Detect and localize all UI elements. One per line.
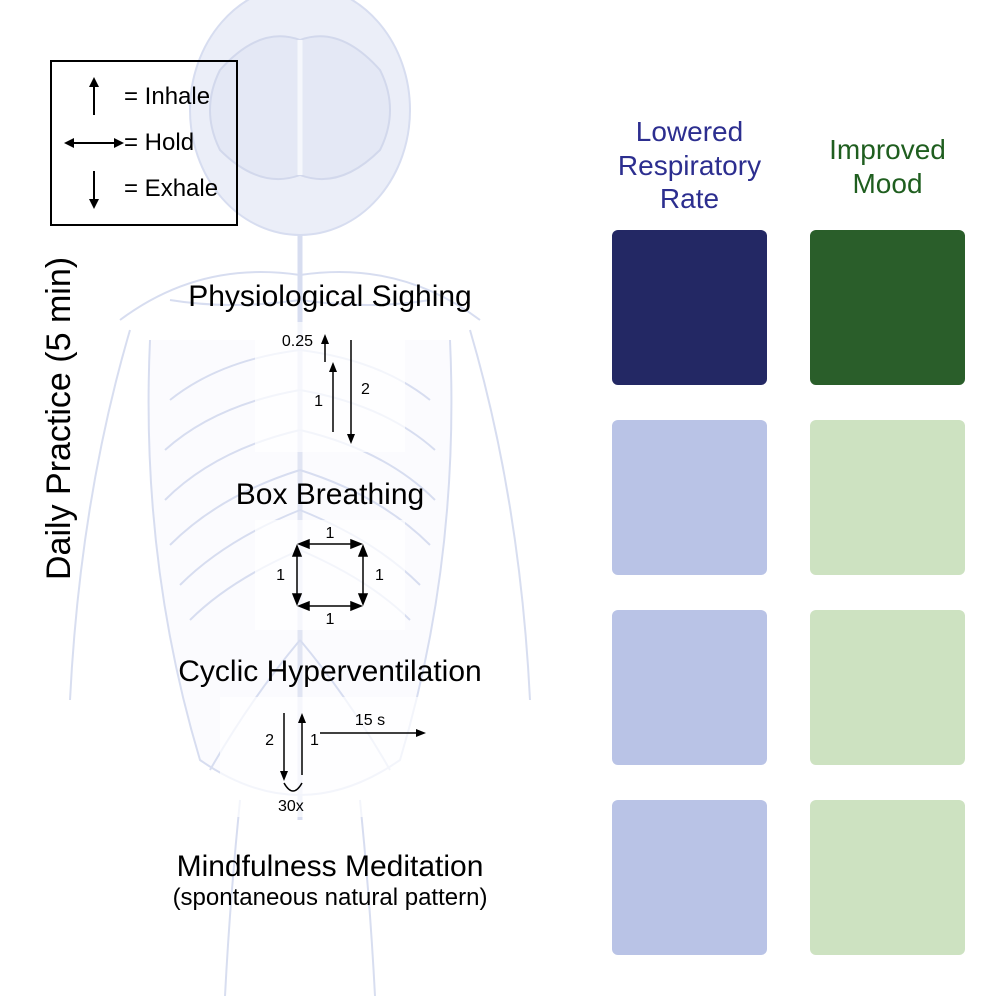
column-header-mood: ImprovedMood <box>795 133 980 200</box>
vertical-axis-label: Daily Practice (5 min) <box>40 257 79 580</box>
legend-inhale-label: = Inhale <box>124 83 210 111</box>
legend-exhale-label: = Exhale <box>124 175 218 203</box>
legend-hold-label: = Hold <box>124 129 194 157</box>
effect-square-r0-c1 <box>810 230 965 385</box>
effect-square-r3-c1 <box>810 800 965 955</box>
column-header-respiratory: LoweredRespiratoryRate <box>597 115 782 216</box>
tech2-title: Box Breathing <box>120 478 540 512</box>
effect-square-r2-c1 <box>810 610 965 765</box>
inhale-arrow-icon <box>64 77 124 117</box>
tech3-diagram: 1 2 30x 15 s <box>220 697 440 817</box>
t1-label-c: 2 <box>361 381 370 398</box>
t1-label-b: 1 <box>314 393 323 410</box>
effect-square-r1-c0 <box>612 420 767 575</box>
effect-square-r3-c0 <box>612 800 767 955</box>
t2-left: 1 <box>276 567 285 584</box>
legend-exhale-row: = Exhale <box>64 166 218 212</box>
legend-hold-row: = Hold <box>64 120 218 166</box>
t3-reps: 30x <box>278 798 304 815</box>
exhale-arrow-icon <box>64 169 124 209</box>
tech1-diagram: 0.25 1 2 <box>255 322 405 452</box>
technique-mindfulness-meditation: Mindfulness Meditation (spontaneous natu… <box>120 850 540 912</box>
tech3-title: Cyclic Hyperventilation <box>120 655 540 689</box>
hold-arrow-icon <box>64 133 124 153</box>
effect-square-r2-c0 <box>612 610 767 765</box>
technique-physiological-sighing: Physiological Sighing 0.25 1 2 <box>120 280 540 452</box>
technique-box-breathing: Box Breathing 1 1 1 1 <box>120 478 540 630</box>
tech4-title: Mindfulness Meditation <box>120 850 540 884</box>
t2-right: 1 <box>375 567 384 584</box>
effect-square-r1-c1 <box>810 420 965 575</box>
effect-square-r0-c0 <box>612 230 767 385</box>
t2-bottom: 1 <box>326 611 335 628</box>
tech4-sub: (spontaneous natural pattern) <box>120 884 540 912</box>
legend-inhale-row: = Inhale <box>64 74 218 120</box>
t3-hold: 15 s <box>355 712 385 729</box>
t1-label-a: 0.25 <box>282 333 313 350</box>
tech1-title: Physiological Sighing <box>120 280 540 314</box>
t3-down: 2 <box>265 732 274 749</box>
t3-up: 1 <box>310 732 319 749</box>
technique-cyclic-hyperventilation: Cyclic Hyperventilation 1 2 30x 15 s <box>120 655 540 817</box>
tech2-diagram: 1 1 1 1 <box>255 520 405 630</box>
t2-top: 1 <box>326 525 335 542</box>
legend-box: = Inhale = Hold = Exhale <box>50 60 238 226</box>
